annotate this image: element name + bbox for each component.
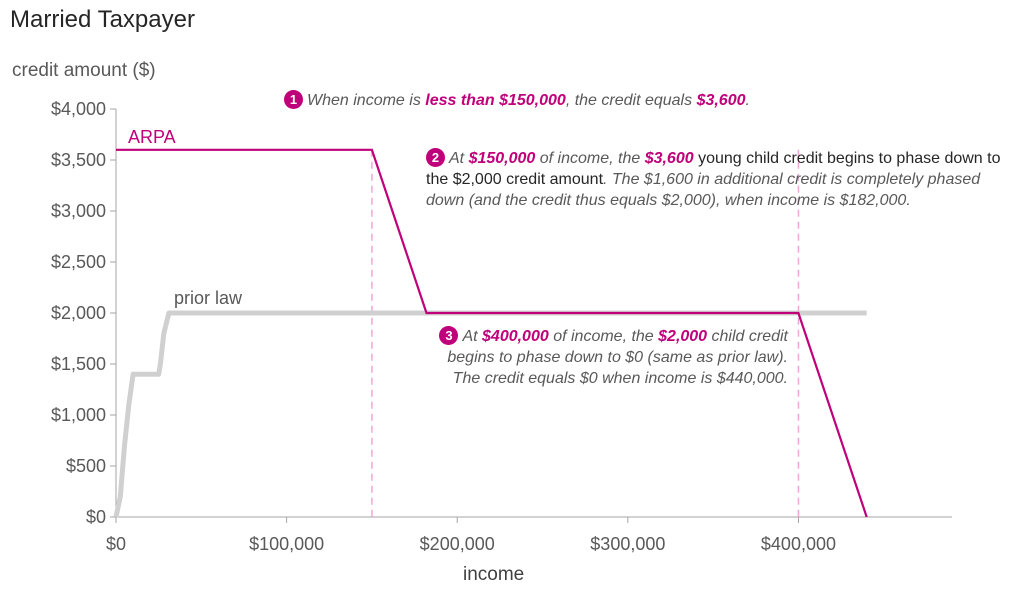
x-tick-label: $0 [106, 534, 126, 554]
series-label-prior-law: prior law [174, 288, 243, 308]
x-tick-label: $100,000 [249, 534, 324, 554]
y-tick-label: $2,500 [51, 252, 106, 272]
chart-title: Married Taxpayer [10, 6, 195, 33]
y-tick-label: $0 [86, 507, 106, 527]
y-tick-label: $4,000 [51, 99, 106, 119]
y-tick-label: $1,000 [51, 405, 106, 425]
y-tick-label: $2,000 [51, 303, 106, 323]
series-line-prior-law [113, 310, 867, 518]
y-tick-label: $1,500 [51, 354, 106, 374]
x-tick-label: $200,000 [420, 534, 495, 554]
annotation-3: 3 At $400,000 of income, the $2,000 child… [420, 326, 788, 389]
series-label-arpa: ARPA [128, 127, 176, 147]
y-tick-label: $500 [66, 456, 106, 476]
annotation-3-badge: 3 [439, 326, 459, 345]
y-tick-label: $3,500 [51, 150, 106, 170]
x-axis-label: income [463, 564, 525, 585]
x-tick-label: $300,000 [590, 534, 665, 554]
annotation-1-badge: 1 [284, 90, 303, 109]
annotation-1: 1 When income is less than $150,000, the … [284, 90, 750, 111]
annotation-2: 2 At $150,000 of income, the $3,600 young… [426, 148, 1001, 209]
annotation-2-badge: 2 [426, 148, 445, 167]
series-line-arpa [116, 148, 868, 518]
x-tick-label: $400,000 [761, 534, 836, 554]
y-axis-label: credit amount ($) [12, 60, 156, 81]
y-tick-label: $3,000 [51, 201, 106, 221]
